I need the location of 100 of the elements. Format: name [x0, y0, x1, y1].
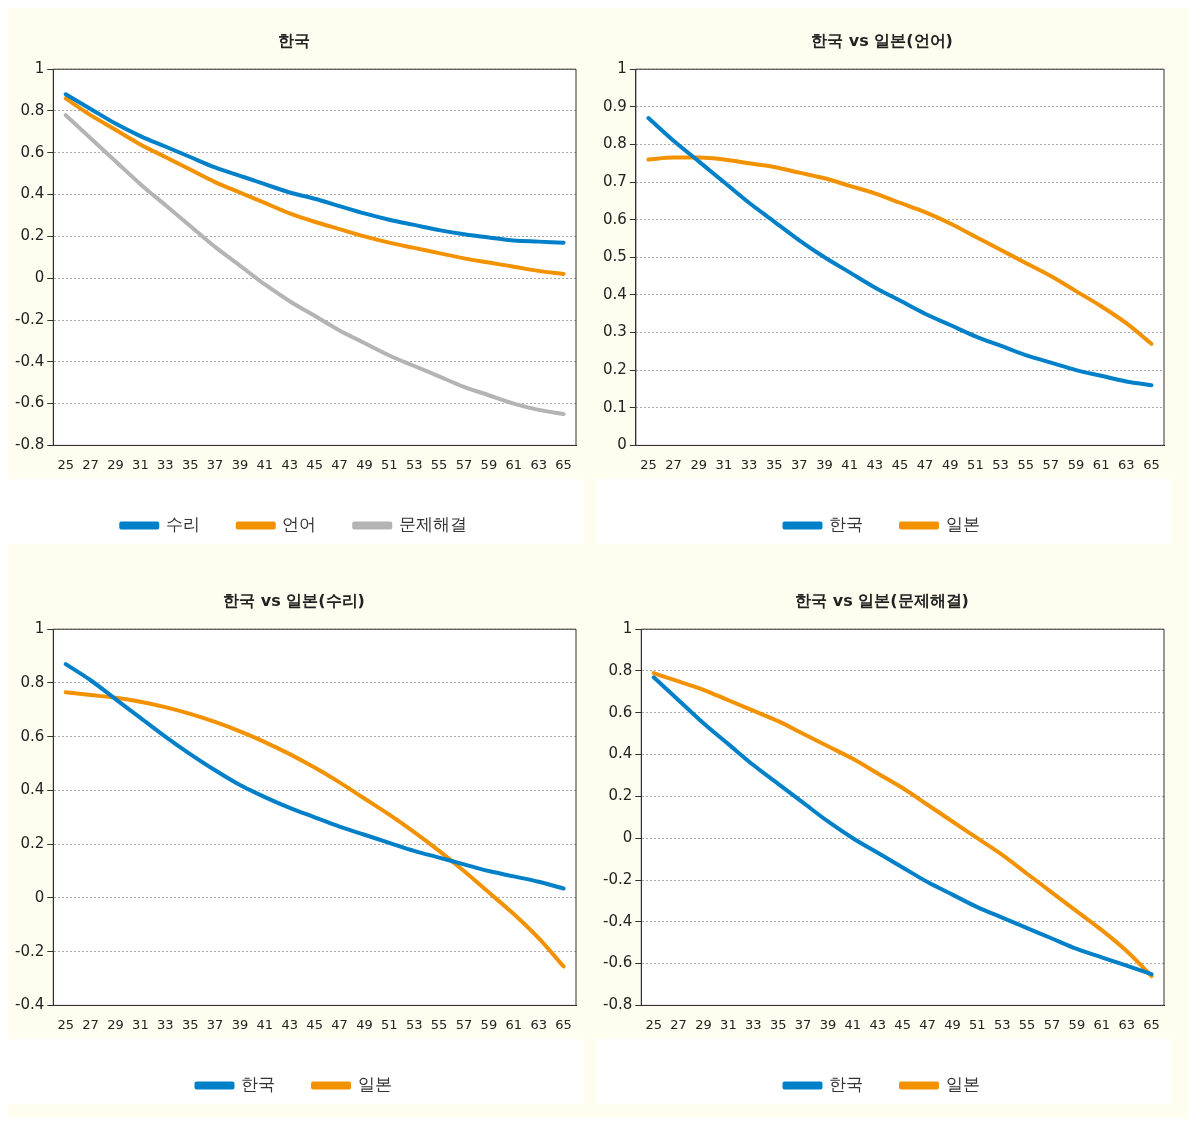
y-tick-label: 0.8 [608, 660, 633, 679]
x-tick-label: 33 [745, 1016, 762, 1032]
x-tick-label: 39 [231, 1016, 249, 1032]
x-tick-label: 59 [1068, 1016, 1086, 1032]
x-tick-label: 25 [57, 1016, 74, 1032]
x-tick-label: 37 [794, 1016, 812, 1032]
chart-title: 한국 [278, 30, 310, 50]
x-tick-label: 55 [430, 456, 448, 472]
x-tick-label: 27 [82, 456, 99, 472]
x-tick-label: 55 [1018, 1016, 1036, 1032]
chart-title: 한국 vs 일본(문제해결) [795, 590, 969, 610]
y-tick-label: 1 [34, 59, 45, 78]
x-tick-label: 57 [1043, 1016, 1061, 1032]
line-series [646, 116, 1154, 388]
x-tick-label: 53 [993, 1016, 1011, 1032]
line-series [63, 92, 566, 245]
y-tick-label: 0.9 [603, 96, 627, 115]
x-tick-label: 61 [505, 1016, 523, 1032]
x-tick-label: 27 [670, 1016, 687, 1032]
x-tick-label: 27 [665, 456, 682, 472]
y-tick-label: 0.4 [20, 780, 45, 799]
legend-label: 한국 [829, 513, 863, 534]
x-tick-label: 43 [866, 456, 884, 472]
y-tick-label: 1 [34, 619, 45, 638]
y-tick-label: -0.6 [602, 953, 633, 972]
x-tick-label: 25 [57, 456, 74, 472]
legend-label: 언어 [282, 513, 317, 534]
x-tick-label: 31 [132, 1016, 149, 1032]
y-tick-label: 0.2 [20, 226, 45, 245]
x-tick-label: 39 [816, 456, 833, 472]
x-tick-label: 33 [157, 456, 174, 472]
y-tick-label: 0.6 [20, 726, 45, 745]
legend-label: 한국 [241, 1073, 275, 1094]
x-tick-label: 51 [969, 1016, 986, 1032]
y-tick-label: 0.6 [603, 209, 627, 228]
x-tick-label: 55 [1017, 456, 1034, 472]
x-tick-label: 31 [132, 456, 149, 472]
line-series [63, 690, 566, 969]
chart-title: 한국 vs 일본(언어) [811, 30, 953, 50]
x-tick-label: 53 [405, 1016, 423, 1032]
x-tick-label: 53 [992, 456, 1009, 472]
x-tick-label: 25 [645, 1016, 662, 1032]
x-tick-label: 65 [1143, 456, 1160, 472]
x-tick-label: 57 [455, 1016, 473, 1032]
x-tick-label: 57 [1042, 456, 1060, 472]
y-tick-label: -0.6 [14, 393, 45, 412]
chart-title: 한국 vs 일본(수리) [223, 590, 365, 610]
x-tick-label: 59 [480, 456, 498, 472]
x-tick-label: 41 [844, 1016, 862, 1032]
y-tick-label: 0 [622, 828, 633, 847]
x-tick-label: 41 [256, 456, 274, 472]
y-tick-label: -0.4 [602, 911, 633, 930]
y-tick-label: 0.1 [603, 397, 627, 416]
x-tick-label: 59 [1067, 456, 1085, 472]
x-tick-label: 37 [791, 456, 808, 472]
y-tick-label: 0.2 [603, 360, 627, 379]
x-tick-label: 53 [405, 456, 423, 472]
x-tick-label: 47 [331, 1016, 348, 1032]
y-tick-label: -0.8 [602, 995, 633, 1014]
x-tick-label: 63 [530, 1016, 547, 1032]
x-tick-label: 59 [480, 1016, 498, 1032]
line-series [646, 155, 1154, 346]
y-tick-label: 0 [617, 435, 627, 454]
x-tick-label: 43 [869, 1016, 887, 1032]
y-tick-label: -0.4 [14, 995, 45, 1014]
x-tick-label: 29 [107, 456, 124, 472]
x-tick-label: 35 [181, 1016, 199, 1032]
legend-label: 일본 [357, 1073, 392, 1094]
y-tick-label: 0.4 [608, 744, 633, 763]
x-tick-label: 49 [356, 1016, 373, 1032]
x-tick-label: 61 [505, 456, 523, 472]
x-tick-label: 49 [944, 1016, 961, 1032]
x-tick-label: 57 [455, 456, 473, 472]
x-tick-label: 39 [231, 456, 249, 472]
y-tick-label: 0.8 [603, 134, 627, 153]
y-tick-label: 1 [617, 59, 627, 78]
y-tick-label: -0.2 [602, 869, 633, 888]
legend-label: 일본 [945, 513, 980, 534]
x-tick-label: 33 [157, 1016, 174, 1032]
line-series [63, 96, 566, 277]
legend-label: 수리 [165, 513, 200, 534]
x-tick-label: 51 [381, 1016, 398, 1032]
x-tick-label: 61 [1092, 456, 1110, 472]
x-tick-label: 29 [690, 456, 707, 472]
x-tick-label: 61 [1093, 1016, 1111, 1032]
x-tick-label: 43 [281, 456, 299, 472]
y-tick-label: 0 [34, 887, 45, 906]
line-series [63, 662, 566, 891]
x-tick-label: 29 [107, 1016, 124, 1032]
x-tick-label: 65 [1143, 1016, 1160, 1032]
y-tick-label: -0.2 [14, 941, 45, 960]
x-tick-label: 47 [919, 1016, 936, 1032]
x-tick-label: 63 [1118, 1016, 1135, 1032]
y-tick-label: 0.2 [608, 786, 633, 805]
x-tick-label: 51 [381, 456, 398, 472]
y-tick-label: 0.3 [603, 322, 627, 341]
y-tick-label: 0.8 [20, 100, 45, 119]
x-tick-label: 41 [256, 1016, 274, 1032]
y-tick-label: 0.2 [20, 834, 45, 853]
y-tick-label: -0.4 [14, 351, 45, 370]
